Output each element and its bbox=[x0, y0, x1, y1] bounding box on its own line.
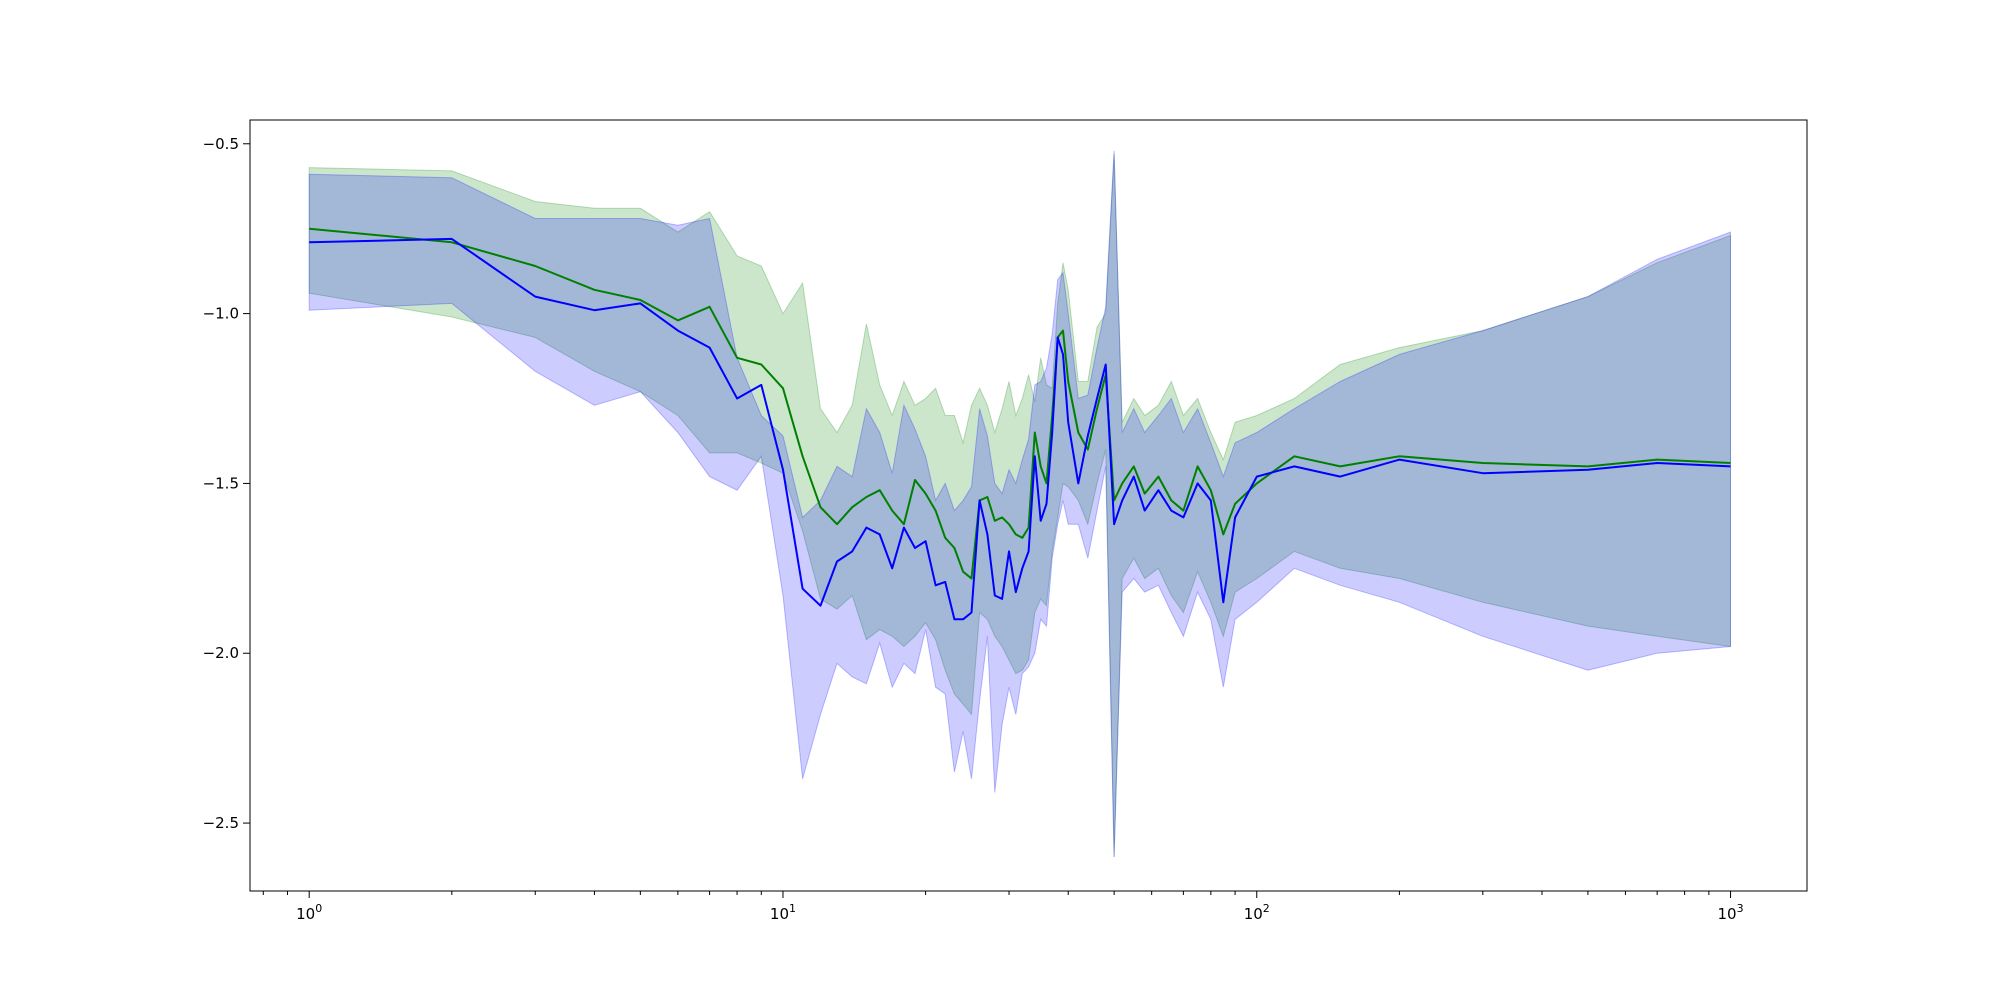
y-tick-label: −2.5 bbox=[203, 814, 239, 832]
series-0-line bbox=[309, 227, 1731, 580]
y-tick-label: −0.5 bbox=[203, 135, 239, 153]
x-tick-label: 103 bbox=[1717, 902, 1743, 923]
y-axis: −0.5 −1.0 −1.5 −2.0 −2.5 bbox=[203, 135, 250, 832]
series-1-band bbox=[308, 150, 1731, 858]
plot-frame bbox=[249, 119, 1808, 892]
x-tick-label: 101 bbox=[770, 902, 796, 923]
y-tick-label: −1.5 bbox=[203, 474, 239, 492]
x-axis: 100 101 102 103 bbox=[262, 891, 1744, 923]
y-tick-label: −1.0 bbox=[203, 305, 239, 323]
x-tick-label: 100 bbox=[296, 902, 322, 923]
x-tick-label: 102 bbox=[1244, 902, 1270, 923]
plot-area bbox=[308, 150, 1731, 858]
series-1-line bbox=[309, 237, 1731, 621]
series-0-band bbox=[308, 153, 1731, 858]
y-tick-label: −2.0 bbox=[203, 644, 239, 662]
